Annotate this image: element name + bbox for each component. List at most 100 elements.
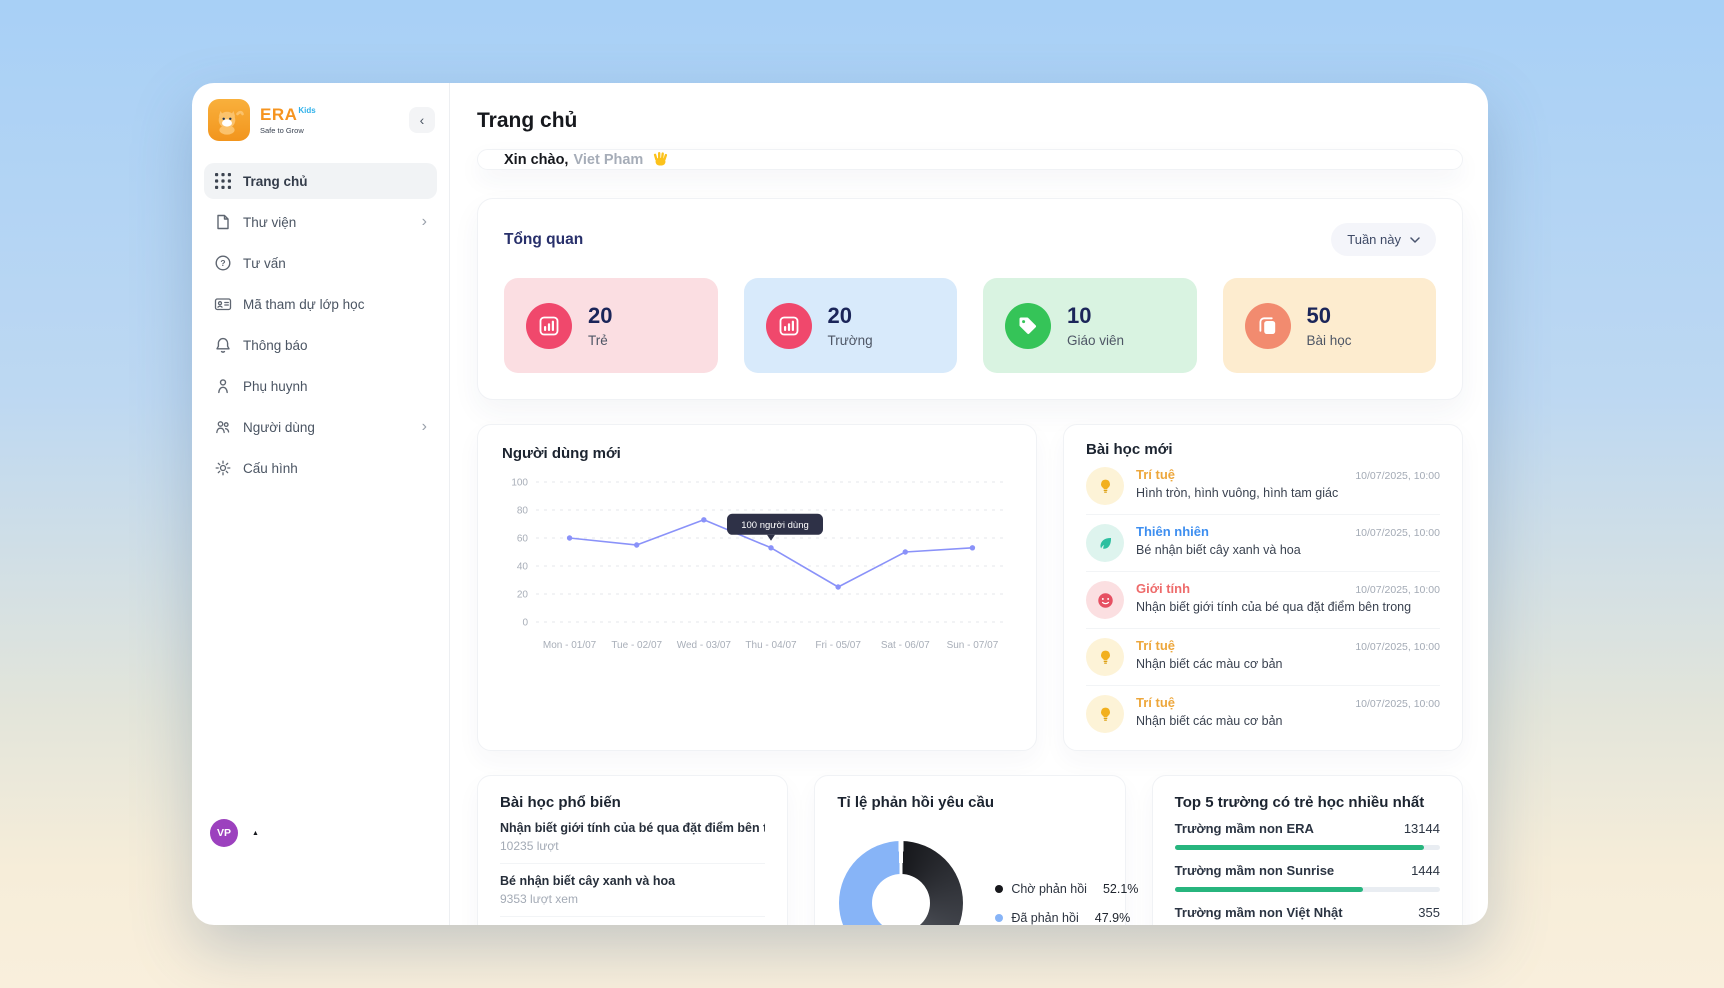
chevron-right-icon: › bbox=[421, 418, 427, 435]
svg-text:Fri - 05/07: Fri - 05/07 bbox=[815, 640, 861, 651]
sidebar-item-label: Người dùng bbox=[243, 419, 315, 435]
legend-value: 47.9% bbox=[1094, 910, 1131, 925]
new-lesson-item[interactable]: Trí tuệ Nhận biết các màu cơ bản 10/07/202… bbox=[1086, 685, 1440, 742]
lesson-title: Hình tròn, hình vuông, hình tam giác bbox=[1136, 486, 1339, 500]
sidebar-item-bell[interactable]: Thông báo bbox=[204, 327, 437, 363]
popular-lesson-item[interactable]: Nhận biết giới tính của bé qua đặt điểm … bbox=[500, 811, 765, 863]
response-rate-title: Tỉ lệ phản hồi yêu cầu bbox=[837, 794, 995, 811]
popular-lesson-title: Bé nhận biết cây xanh và hoa bbox=[500, 874, 676, 888]
popular-lesson-views: 10235 lượt bbox=[500, 839, 559, 853]
sidebar-item-label: Thư viện bbox=[243, 214, 297, 230]
idcard-icon bbox=[214, 295, 232, 313]
user-menu[interactable]: VP ▲ bbox=[210, 819, 259, 847]
response-rate-card: Tỉ lệ phản hồi yêu cầu Chờ phản hồi 52.1%… bbox=[814, 775, 1138, 925]
bell-icon bbox=[214, 336, 232, 354]
lesson-title: Nhận biết giới tính của bé qua đặt điểm … bbox=[1136, 600, 1412, 614]
lesson-datetime: 10/07/2025, 10:00 bbox=[1355, 527, 1440, 539]
chart-tooltip: 100 người dùng bbox=[727, 513, 823, 541]
svg-text:Sat - 06/07: Sat - 06/07 bbox=[881, 640, 930, 651]
new-lessons-list: Trí tuệ Hình tròn, hình vuông, hình tam g… bbox=[1086, 458, 1440, 742]
svg-text:Sun - 07/07: Sun - 07/07 bbox=[947, 640, 999, 651]
stat-label: Bài học bbox=[1306, 333, 1352, 348]
bulb-icon bbox=[1086, 467, 1124, 505]
stat-value: 20 bbox=[588, 303, 613, 328]
school-row: Trường mầm non Sunrise 1444 bbox=[1174, 863, 1440, 892]
sidebar-item-gear[interactable]: Cấu hình bbox=[204, 450, 437, 486]
sidebar-item-users[interactable]: Người dùng › bbox=[204, 409, 437, 445]
bulb-icon bbox=[1086, 638, 1124, 676]
legend-value: 52.1% bbox=[1102, 881, 1139, 896]
new-lesson-item[interactable]: Thiên nhiên Bé nhận biết cây xanh và hoa 1… bbox=[1086, 514, 1440, 571]
sidebar-item-label: Trang chủ bbox=[243, 173, 308, 189]
popular-lesson-item[interactable]: Nhận biết các màu cơ bản7050 lượt xem bbox=[500, 916, 766, 925]
svg-text:80: 80 bbox=[517, 506, 529, 517]
lesson-title: Nhận biết các màu cơ bản bbox=[1136, 657, 1283, 671]
sidebar-item-help[interactable]: ? Tư vấn bbox=[204, 245, 437, 281]
era-cat-logo-icon bbox=[208, 99, 250, 141]
overview-section: Tổng quan Tuần này 20 Trẻ 20 Trường 10 Giáo v… bbox=[477, 198, 1463, 400]
greeting-card: Xin chào, Viet Pham bbox=[477, 149, 1463, 170]
sidebar-item-idcard[interactable]: Mã tham dự lớp học bbox=[204, 286, 437, 322]
sidebar-item-label: Tư vấn bbox=[243, 255, 286, 271]
response-rate-chart: Chờ phản hồi 52.1% Đã phản hồi 47.9% bbox=[837, 841, 1138, 925]
svg-text:100: 100 bbox=[511, 478, 528, 489]
period-selector[interactable]: Tuần này bbox=[1331, 223, 1436, 256]
school-value: 355 bbox=[1418, 905, 1440, 920]
waving-hand-icon bbox=[654, 152, 668, 166]
copy-icon bbox=[1244, 302, 1291, 349]
parent-icon bbox=[214, 377, 232, 395]
sidebar-item-label: Mã tham dự lớp học bbox=[243, 296, 365, 312]
legend-label: Đã phản hồi bbox=[1011, 910, 1079, 925]
lesson-category: Trí tuệ bbox=[1136, 695, 1176, 710]
svg-text:100 người dùng: 100 người dùng bbox=[741, 520, 809, 531]
lesson-title: Nhận biết các màu cơ bản bbox=[1136, 714, 1283, 728]
donut-legend: Chờ phản hồi 52.1% Đã phản hồi 47.9% bbox=[995, 882, 1138, 925]
school-name: Trường mầm non Sunrise bbox=[1174, 863, 1335, 878]
lesson-category: Trí tuệ bbox=[1136, 467, 1176, 482]
new-lesson-item[interactable]: Giới tính Nhận biết giới tính của bé qua … bbox=[1086, 571, 1440, 628]
sidebar-collapse-button[interactable]: ‹ bbox=[409, 107, 435, 133]
lesson-title: Bé nhận biết cây xanh và hoa bbox=[1136, 543, 1301, 557]
lesson-category: Giới tính bbox=[1136, 581, 1191, 596]
users-icon bbox=[214, 418, 232, 436]
logo-brand: ERA bbox=[260, 104, 298, 124]
new-users-chart-title: Người dùng mới bbox=[502, 445, 621, 462]
user-avatar[interactable]: VP bbox=[210, 819, 238, 847]
stat-card-bài-học: 50 Bài học bbox=[1222, 278, 1436, 373]
stat-label: Giáo viên bbox=[1067, 333, 1125, 348]
stat-value: 50 bbox=[1306, 303, 1331, 328]
gear-icon bbox=[214, 459, 232, 477]
top-schools-list: Trường mầm non ERA 13144 Trường mầm non Su… bbox=[1174, 821, 1440, 925]
new-lesson-item[interactable]: Trí tuệ Hình tròn, hình vuông, hình tam g… bbox=[1086, 458, 1440, 514]
stat-label: Trẻ bbox=[588, 333, 608, 348]
popular-lesson-item[interactable]: Bé nhận biết cây xanh và hoa 9353 lượt xe… bbox=[500, 863, 766, 916]
smiley-icon bbox=[1086, 581, 1124, 619]
new-lesson-item[interactable]: Trí tuệ Nhận biết các màu cơ bản 10/07/202… bbox=[1086, 628, 1440, 685]
school-value: 13144 bbox=[1403, 821, 1440, 836]
charts-row: Người dùng mới 0 20 40 60 80 100 Mon - 01/07 Tu… bbox=[477, 424, 1463, 751]
sidebar-item-dashboard[interactable]: Trang chủ bbox=[204, 163, 437, 199]
stat-label: Trường bbox=[827, 333, 873, 348]
legend-dot bbox=[995, 884, 1004, 893]
popular-lessons-title: Bài học phổ biến bbox=[500, 794, 621, 811]
stat-value: 10 bbox=[1067, 303, 1092, 328]
new-users-chart-card: Người dùng mới 0 20 40 60 80 100 Mon - 01/07 Tu… bbox=[477, 424, 1037, 751]
svg-text:60: 60 bbox=[517, 534, 529, 545]
svg-text:0: 0 bbox=[522, 618, 528, 629]
sidebar-item-parent[interactable]: Phụ huynh bbox=[204, 368, 437, 404]
stat-value: 20 bbox=[827, 303, 852, 328]
sidebar: ERAKids Safe to Grow ‹ Trang chủ Thư viện… bbox=[192, 83, 450, 925]
school-name: Trường mầm non ERA bbox=[1174, 821, 1314, 836]
sidebar-menu: Trang chủ Thư viện ›? Tư vấn Mã tham dự lớp … bbox=[192, 153, 449, 496]
svg-text:40: 40 bbox=[517, 562, 529, 573]
logo-kids-superscript: Kids bbox=[298, 106, 316, 116]
bar-chart-icon bbox=[526, 302, 572, 349]
leaf-icon bbox=[1086, 524, 1124, 562]
bulb-icon bbox=[1086, 695, 1124, 733]
svg-text:?: ? bbox=[220, 258, 225, 268]
svg-text:Thu - 04/07: Thu - 04/07 bbox=[745, 640, 797, 651]
logo-tagline: Safe to Grow bbox=[260, 125, 304, 135]
app-logo: ERAKids Safe to Grow bbox=[260, 106, 409, 135]
sidebar-item-document[interactable]: Thư viện › bbox=[204, 204, 437, 240]
